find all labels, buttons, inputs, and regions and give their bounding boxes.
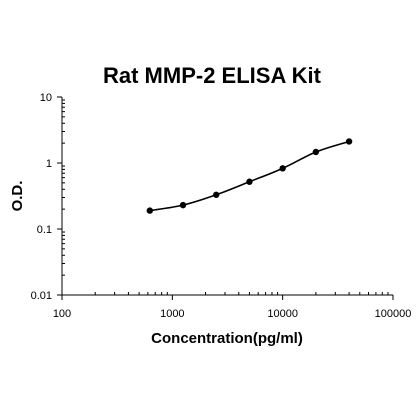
y-axis-label: O.D.	[9, 181, 26, 212]
data-point	[246, 178, 253, 185]
x-tick-label: 1000	[160, 308, 184, 320]
axes	[61, 97, 393, 296]
axis-ticks	[57, 96, 394, 300]
data-point	[279, 165, 286, 172]
x-tick-label: 100000	[375, 308, 412, 320]
x-axis-label: Concentration(pg/ml)	[151, 330, 303, 347]
fit-curve-layer	[149, 140, 350, 212]
data-point	[146, 207, 154, 214]
y-tick-label: 10	[40, 92, 52, 104]
data-point	[213, 191, 220, 198]
y-tick-label: 1	[46, 158, 52, 170]
data-point	[345, 138, 353, 145]
x-tick-label: 100	[53, 308, 71, 320]
data-points-layer	[146, 138, 353, 214]
axis-tick-labels: 100 1000 10000 100000 0.01 0.1 1 10	[31, 92, 412, 320]
y-tick-label: 0.1	[37, 224, 52, 236]
fit-curve	[149, 140, 350, 212]
data-point	[312, 148, 320, 156]
x-tick-label: 10000	[267, 308, 298, 320]
chart-title: Rat MMP-2 ELISA Kit	[103, 63, 322, 88]
y-tick-label: 0.01	[31, 290, 52, 302]
data-point	[179, 201, 187, 209]
